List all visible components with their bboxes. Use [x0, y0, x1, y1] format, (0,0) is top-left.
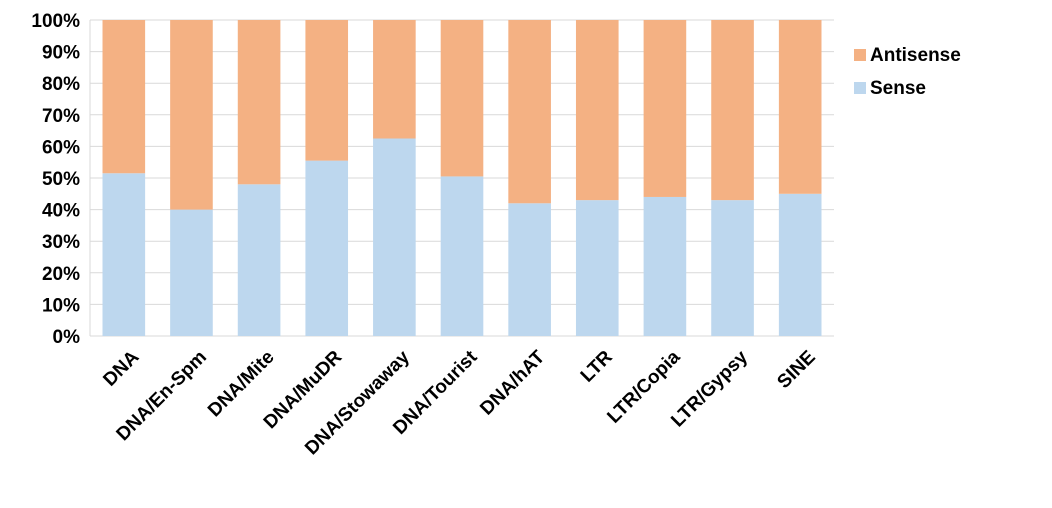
bar-antisense-dna-mite [237, 20, 281, 185]
bar-sense-ltr-copia [643, 196, 687, 336]
legend-label-antisense: Antisense [870, 45, 961, 66]
x-tick-label: DNA [99, 346, 143, 390]
bar-sense-dna-mudr [305, 160, 349, 336]
y-tick-label: 20% [42, 264, 80, 285]
y-tick-label: 40% [42, 201, 80, 222]
bar-sense-dna-tourist [440, 176, 484, 336]
bar-antisense-dna-tourist [440, 20, 484, 177]
bar-antisense-ltr-gypsy [711, 20, 754, 201]
legend: Antisense Sense [854, 45, 961, 99]
x-tick-label: DNA/hAT [476, 346, 549, 419]
y-tick-label: 90% [42, 43, 80, 64]
bar-antisense-ltr-copia [643, 20, 687, 197]
bar-sense-dna-hat [508, 203, 551, 336]
legend-swatch-antisense [854, 49, 866, 61]
x-tick-label: LTR [577, 346, 617, 386]
y-tick-label: 100% [31, 11, 80, 32]
legend-swatch-sense [854, 82, 866, 94]
bar-sense-sine [778, 193, 822, 336]
y-tick-label: 60% [42, 137, 80, 158]
bar-antisense-dna-mudr [305, 20, 349, 161]
y-tick-label: 50% [42, 169, 80, 190]
x-tick-label: SINE [774, 347, 820, 393]
y-tick-label: 80% [42, 74, 80, 95]
y-tick-label: 70% [42, 106, 80, 127]
legend-label-sense: Sense [870, 78, 926, 99]
y-tick-label: 30% [42, 232, 80, 253]
bar-sense-dna [102, 173, 146, 336]
bar-antisense-dna [102, 20, 146, 174]
bar-antisense-ltr [575, 20, 619, 201]
bar-sense-dna-en-spm [170, 209, 213, 336]
bar-sense-dna-mite [237, 184, 281, 336]
bar-antisense-sine [778, 20, 822, 194]
bar-antisense-dna-en-spm [170, 20, 213, 210]
y-tick-label: 10% [42, 295, 80, 316]
bar-antisense-dna-stowaway [373, 20, 416, 139]
x-tick-labels: DNADNA/En-SpmDNA/MiteDNA/MuDRDNA/Stowawa… [99, 346, 819, 459]
y-tick-labels: 0% 10% 20% 30% 40% 50% 60% 70% 80% 90% 100% [31, 11, 80, 348]
bars [102, 20, 822, 336]
y-tick-label: 0% [53, 327, 81, 348]
bar-sense-ltr [575, 200, 619, 336]
bar-sense-ltr-gypsy [711, 200, 754, 336]
bar-antisense-dna-hat [508, 20, 551, 204]
bar-sense-dna-stowaway [373, 138, 416, 336]
